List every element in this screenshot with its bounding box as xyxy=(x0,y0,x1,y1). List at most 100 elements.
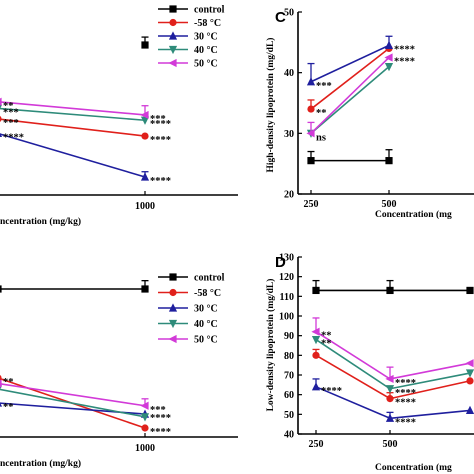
legend-marker-t30 xyxy=(168,303,178,312)
data-point-m58 xyxy=(386,395,394,403)
significance-label: **** xyxy=(150,135,171,146)
series-line-t30 xyxy=(310,44,390,83)
series-line-t40 xyxy=(0,107,146,122)
data-point-m58 xyxy=(307,105,315,113)
y-axis-title: High-density lipoprotein (mg/dL) xyxy=(265,38,276,173)
data-point-m58 xyxy=(141,424,149,432)
series-line-t50 xyxy=(0,383,146,407)
data-point-m58 xyxy=(312,351,320,359)
x-axis-title: Concentration (mg xyxy=(375,209,452,220)
legend-marker-t40 xyxy=(168,45,178,55)
legend-label-m58: -58 °C xyxy=(194,288,221,299)
significance-label: **** xyxy=(3,132,24,143)
series-line-t50 xyxy=(310,56,390,134)
y-tick-label: 40 xyxy=(284,68,294,79)
panel-letter: D xyxy=(275,254,286,271)
data-point-t30 xyxy=(385,413,395,422)
legend-label-t50: 50 °C xyxy=(194,335,218,346)
data-point-t50 xyxy=(140,401,149,410)
significance-label: *** xyxy=(3,107,19,118)
significance-label: *** xyxy=(150,114,166,125)
x-tick-label: 1000 xyxy=(135,201,155,212)
panel-d: D 40 50 60 70 80 90 100 110 120 130 250 500 Concentra… xyxy=(265,253,474,473)
y-axis-title: Low-density lipoprotein (mg/dL) xyxy=(265,279,276,412)
legend-marker-t50 xyxy=(168,58,177,68)
data-point-control xyxy=(307,157,315,165)
significance-label: ** xyxy=(3,101,14,112)
data-point-t30 xyxy=(0,402,3,407)
significance-label: ** xyxy=(321,339,332,350)
y-tick-label: 30 xyxy=(284,129,294,140)
significance-label: **** xyxy=(394,44,415,55)
data-point-m58 xyxy=(0,115,2,122)
data-point-t50 xyxy=(384,53,393,62)
data-point-control xyxy=(385,157,393,165)
data-point-control xyxy=(0,285,2,293)
significance-label: *** xyxy=(316,81,332,92)
data-point-t40 xyxy=(140,116,150,125)
x-axis-title: ncentration (mg/kg) xyxy=(0,216,81,227)
data-point-t50 xyxy=(465,359,474,368)
data-point-t40 xyxy=(140,413,150,422)
y-tick-label: 20 xyxy=(284,190,294,201)
legend-marker-t50 xyxy=(168,334,177,344)
legend-marker-t30 xyxy=(168,31,178,40)
data-point-t40 xyxy=(0,104,3,109)
panel-letter: C xyxy=(275,9,286,26)
x-tick-label: 500 xyxy=(383,439,398,450)
series-line-t30 xyxy=(0,133,146,178)
data-point-t30 xyxy=(306,77,316,86)
significance-label: **** xyxy=(150,176,171,187)
significance-label: ** xyxy=(321,331,332,342)
legend-marker-m58 xyxy=(169,18,177,27)
legend-label-t30: 30 °C xyxy=(194,304,218,315)
y-tick-label: 90 xyxy=(284,331,294,342)
y-tick-label: 70 xyxy=(284,371,294,382)
significance-label: **** xyxy=(395,417,416,428)
data-point-control xyxy=(386,286,394,295)
legend-label-control: control xyxy=(194,273,225,284)
series-line-t50 xyxy=(0,101,146,116)
series-line-m58 xyxy=(310,47,390,110)
significance-label: **** xyxy=(150,427,171,438)
data-point-control xyxy=(312,286,320,295)
legend-marker-m58 xyxy=(169,288,177,297)
y-tick-label: 120 xyxy=(279,272,294,283)
data-point-m58 xyxy=(0,374,2,381)
series-line-t50 xyxy=(389,362,471,380)
data-point-t30 xyxy=(311,382,321,391)
data-point-t50 xyxy=(0,379,2,388)
data-point-t40 xyxy=(384,63,394,72)
y-tick-label: 100 xyxy=(279,312,294,323)
x-tick-label: 1000 xyxy=(135,443,155,454)
y-tick-label: 50 xyxy=(284,8,294,19)
legend-label-t50: 50 °C xyxy=(194,59,218,70)
significance-label: ** xyxy=(3,402,14,413)
significance-label: **** xyxy=(150,413,171,424)
significance-label: **** xyxy=(395,388,416,399)
y-tick-label: 60 xyxy=(284,390,294,401)
data-point-t50 xyxy=(306,129,315,138)
significance-label: **** xyxy=(395,378,416,389)
series-line-t40 xyxy=(315,338,391,390)
data-point-t50 xyxy=(140,110,149,120)
x-axis-title: ncentration (mg/kg) xyxy=(0,458,81,469)
legend-label-t40: 40 °C xyxy=(194,319,218,330)
significance-label: ** xyxy=(3,377,14,388)
data-point-t30 xyxy=(384,40,394,49)
legend-marker-control xyxy=(169,5,177,13)
data-point-t50 xyxy=(385,374,394,384)
y-tick-label: 50 xyxy=(284,410,294,421)
data-point-t50 xyxy=(311,327,320,336)
legend-marker-t40 xyxy=(168,319,178,329)
y-tick-label: 130 xyxy=(279,253,294,264)
y-tick-label: 110 xyxy=(280,292,294,303)
data-point-t40 xyxy=(465,369,474,378)
x-tick-label: 250 xyxy=(309,439,324,450)
legend-label-control: control xyxy=(194,5,225,16)
x-tick-label: 250 xyxy=(304,199,319,210)
legend-label-m58: -58 °C xyxy=(194,18,221,29)
data-point-control xyxy=(141,285,149,293)
